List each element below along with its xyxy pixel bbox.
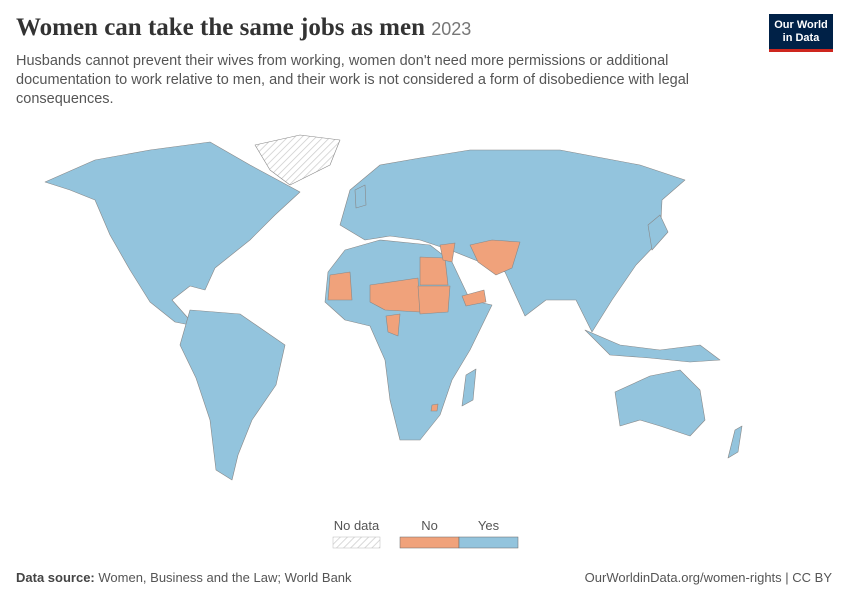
eswatini (430, 403, 439, 412)
source: Data source: Women, Business and the Law… (16, 570, 352, 585)
egypt (419, 256, 449, 286)
indonesia (584, 329, 721, 363)
sahel (369, 277, 421, 313)
subtitle: Husbands cannot prevent their wives from… (16, 53, 689, 107)
logo-line: Our World (774, 19, 828, 31)
legend-swatch (332, 536, 381, 549)
title-text: Women can take the same jobs as men (16, 14, 426, 41)
africa (324, 239, 493, 441)
logo[interactable]: Our World in Data (769, 14, 833, 52)
legend: No data No Yes (332, 518, 519, 549)
australia (614, 369, 706, 437)
eurasia (339, 149, 686, 333)
japan (647, 214, 669, 251)
north-america (44, 141, 301, 327)
cameroon (385, 313, 401, 337)
uk (354, 184, 367, 209)
legend-label: Yes (478, 518, 500, 533)
greenland (254, 134, 341, 186)
madagascar (461, 368, 477, 407)
source-label: Data source: (16, 570, 95, 585)
levant (439, 242, 456, 263)
logo-line: in Data (782, 32, 820, 44)
iran-afghanistan (469, 239, 521, 276)
legend-label: No (421, 518, 438, 533)
no-regions (327, 239, 521, 412)
mauritania (327, 271, 353, 301)
new-zealand (727, 425, 743, 459)
yes-regions (44, 141, 743, 481)
legend-swatch (399, 536, 460, 549)
south-america (179, 309, 286, 481)
sudan (417, 285, 451, 315)
source-text: Women, Business and the Law; World Bank (98, 570, 352, 585)
url[interactable]: OurWorldinData.org/women-rights | CC BY (584, 570, 832, 585)
legend-label: No data (334, 518, 380, 533)
title: Women can take the same jobs as men 2023 (16, 14, 471, 42)
year: 2023 (431, 19, 472, 39)
yemen (461, 289, 487, 307)
legend-swatch (458, 536, 519, 549)
